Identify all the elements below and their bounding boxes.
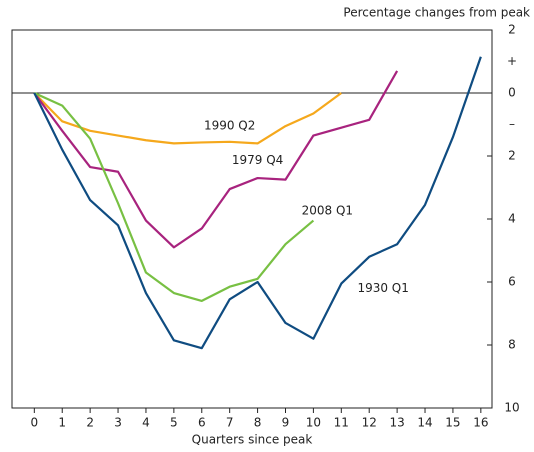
x-tick-label: 13 bbox=[389, 416, 404, 430]
x-tick-label: 15 bbox=[445, 416, 460, 430]
y-tick-label: 8 bbox=[508, 338, 516, 352]
y-tick-label: 2 bbox=[508, 23, 516, 37]
x-tick-label: 2 bbox=[86, 416, 94, 430]
x-tick-label: 1 bbox=[58, 416, 66, 430]
x-tick-label: 16 bbox=[473, 416, 488, 430]
series-line bbox=[33, 70, 399, 249]
x-tick-label: 4 bbox=[142, 416, 150, 430]
plot-frame bbox=[11, 29, 493, 409]
y-tick-label: 10 bbox=[504, 401, 519, 415]
y-tick-label: 6 bbox=[508, 275, 516, 289]
subtitle: Percentage changes from peak bbox=[343, 6, 530, 20]
series-line bbox=[33, 91, 315, 302]
x-axis-label: Quarters since peak bbox=[192, 433, 313, 447]
series-label: 1990 Q2 bbox=[204, 119, 255, 133]
x-tick-label: 6 bbox=[198, 416, 206, 430]
y-tick-label: 4 bbox=[508, 212, 516, 226]
series-line bbox=[33, 92, 342, 145]
series-label: 1979 Q4 bbox=[232, 153, 283, 167]
x-tick-label: 7 bbox=[226, 416, 234, 430]
x-tick-label: 0 bbox=[31, 416, 39, 430]
x-tick-label: 11 bbox=[334, 416, 349, 430]
y-tick-label: 2 bbox=[508, 149, 516, 163]
x-tick-label: 5 bbox=[170, 416, 178, 430]
y-tick-label: 0 bbox=[508, 86, 516, 100]
series-line bbox=[33, 56, 482, 350]
y-tick-label: + bbox=[507, 54, 517, 68]
series-label: 1930 Q1 bbox=[357, 281, 408, 295]
x-tick-label: 12 bbox=[362, 416, 377, 430]
series-label: 2008 Q1 bbox=[302, 204, 353, 218]
y-tick-label: – bbox=[509, 117, 515, 131]
x-tick-label: 3 bbox=[114, 416, 122, 430]
x-tick-label: 14 bbox=[417, 416, 432, 430]
x-tick-label: 8 bbox=[254, 416, 262, 430]
x-tick-label: 10 bbox=[306, 416, 321, 430]
x-tick-label: 9 bbox=[282, 416, 290, 430]
